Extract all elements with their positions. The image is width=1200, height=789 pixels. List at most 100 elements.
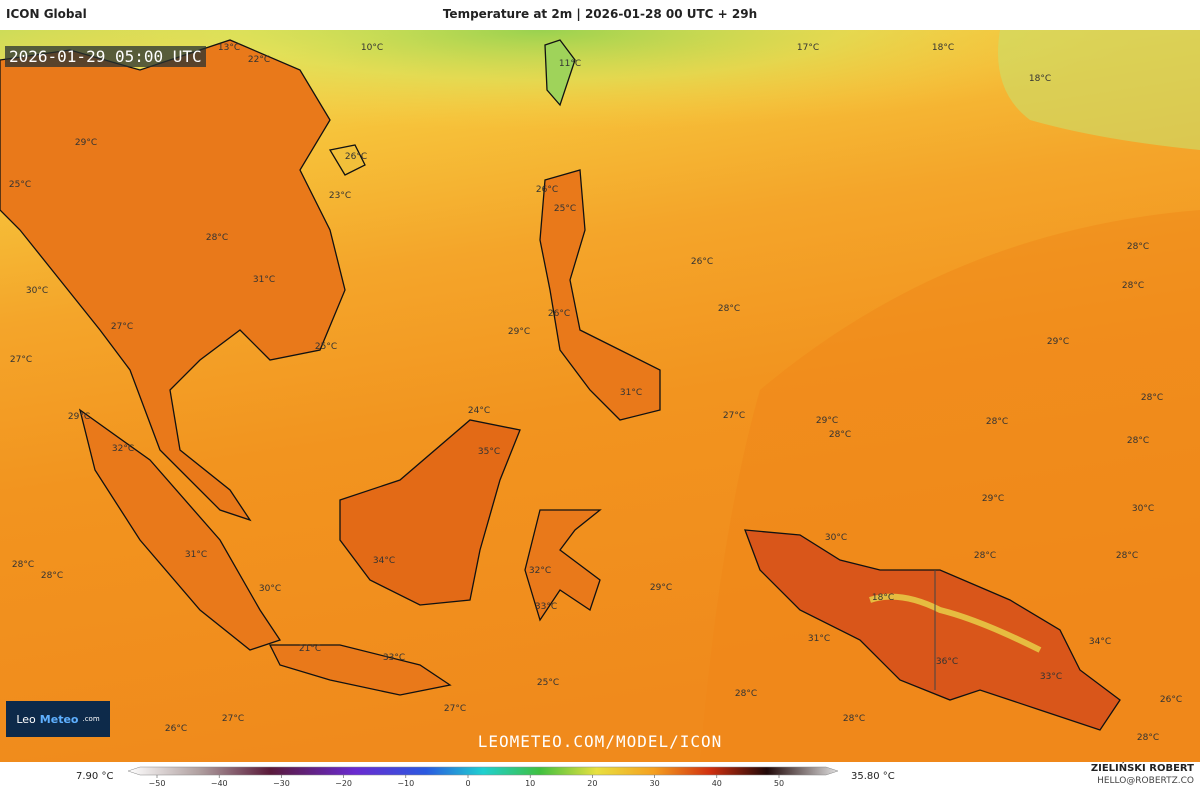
colorbar-ramp <box>127 766 839 776</box>
temp-label: 23°C <box>329 191 351 201</box>
temp-label: 30°C <box>1132 504 1154 514</box>
colorbar-ticks: −50 −40 −30 −20 −10 0 10 20 30 40 50 <box>149 775 784 788</box>
temp-label: 28°C <box>986 417 1008 427</box>
temp-label: 30°C <box>259 584 281 594</box>
temp-label: 26°C <box>536 185 558 195</box>
temp-label: 29°C <box>1047 337 1069 347</box>
temp-label: 24°C <box>468 406 490 416</box>
temp-label: 22°C <box>248 55 270 65</box>
temp-label: 30°C <box>825 533 847 543</box>
temp-label: 28°C <box>829 430 851 440</box>
temp-label: 29°C <box>982 494 1004 504</box>
colorbar: −50 −40 −30 −20 −10 0 10 20 30 40 50 <box>127 766 839 788</box>
temp-label: 13°C <box>218 43 240 53</box>
map-title: Temperature at 2m | 2026-01-28 00 UTC + … <box>442 7 758 21</box>
colorbar-tick-label: 0 <box>465 779 470 788</box>
warm-zone <box>700 210 1200 762</box>
temp-label: 18°C <box>932 43 954 53</box>
taiwan <box>544 39 576 107</box>
land <box>0 39 1121 731</box>
new-guinea <box>744 529 1121 731</box>
mainland <box>0 39 346 522</box>
temp-label: 33°C <box>1040 672 1062 682</box>
temp-label: 26°C <box>165 724 187 734</box>
colorbar-tick-label: −50 <box>149 779 166 788</box>
timestamp: 2026-01-29 05:00 UTC <box>5 46 206 67</box>
temp-label: 28°C <box>735 689 757 699</box>
temp-label: 28°C <box>718 304 740 314</box>
temp-label: 26°C <box>1160 695 1182 705</box>
temp-label: 28°C <box>974 551 996 561</box>
temp-label: 28°C <box>1122 281 1144 291</box>
temp-label: 29°C <box>650 583 672 593</box>
temp-label: 34°C <box>373 556 395 566</box>
sulawesi <box>524 509 602 622</box>
temp-label: 10°C <box>361 43 383 53</box>
model-name: ICON Global <box>6 7 87 21</box>
colorbar-tick-label: 10 <box>525 779 535 788</box>
java <box>268 644 452 696</box>
temp-label: 28°C <box>12 560 34 570</box>
temp-label: 11°C <box>559 59 581 69</box>
temp-label: 31°C <box>253 275 275 285</box>
temp-label: 28°C <box>206 233 228 243</box>
temp-label: 27°C <box>111 322 133 332</box>
colorbar-tick-label: −20 <box>335 779 352 788</box>
legend-min: 7.90 °C <box>76 771 114 782</box>
temp-label: 35°C <box>478 447 500 457</box>
temp-label: 25°C <box>9 180 31 190</box>
borneo <box>339 419 521 606</box>
temp-label: 28°C <box>843 714 865 724</box>
author-name: ZIELIŃSKI ROBERT <box>1090 763 1194 774</box>
temp-label: 18°C <box>1029 74 1051 84</box>
temp-label: 27°C <box>444 704 466 714</box>
temp-label: 26°C <box>548 309 570 319</box>
highlands <box>869 593 1042 653</box>
temp-label: 31°C <box>620 388 642 398</box>
temp-label: 18°C <box>872 593 894 603</box>
sumatra <box>78 408 282 651</box>
logo-suffix: .com <box>82 715 100 723</box>
colorbar-tick-label: 40 <box>712 779 722 788</box>
temp-label: 17°C <box>797 43 819 53</box>
temp-label: 26°C <box>691 257 713 267</box>
temp-label: 29°C <box>816 416 838 426</box>
hainan <box>328 144 366 176</box>
temp-label: 33°C <box>383 653 405 663</box>
temp-label: 29°C <box>508 327 530 337</box>
temp-label: 34°C <box>1089 637 1111 647</box>
legend-max: 35.80 °C <box>851 771 895 782</box>
footer <box>0 762 1200 789</box>
colorbar-tick-label: −40 <box>211 779 228 788</box>
temp-label: 28°C <box>1141 393 1163 403</box>
cool-zone <box>998 30 1200 150</box>
logo-brand: Leo <box>16 712 36 726</box>
logo-brand-bold: Meteo <box>39 712 79 726</box>
philippines <box>539 169 661 421</box>
temp-label: 27°C <box>723 411 745 421</box>
temp-label: 28°C <box>1137 733 1159 743</box>
temp-label: 25°C <box>554 204 576 214</box>
watermark: LEOMETEO.COM/MODEL/ICON <box>477 732 723 751</box>
temp-label: 29°C <box>75 138 97 148</box>
temp-label: 26°C <box>345 152 367 162</box>
logo: Leo Meteo .com <box>6 701 110 737</box>
label-layer: 13°C 10°C 22°C 11°C 17°C 18°C 18°C 26°C 29°C 25°C… <box>9 43 1182 743</box>
colorbar-tick-label: −10 <box>397 779 414 788</box>
temp-label: 28°C <box>1127 242 1149 252</box>
author-email: HELLO@ROBERTZ.CO <box>1097 776 1194 786</box>
temp-label: 27°C <box>10 355 32 365</box>
temp-label: 25°C <box>315 342 337 352</box>
temp-label: 31°C <box>185 550 207 560</box>
temp-label: 30°C <box>26 286 48 296</box>
colorbar-tick-label: 50 <box>774 779 784 788</box>
map: 13°C 10°C 22°C 11°C 17°C 18°C 18°C 26°C 29°C 25°C… <box>0 30 1200 762</box>
temp-label: 29°C <box>68 412 90 422</box>
colorbar-tick-label: 20 <box>587 779 597 788</box>
temp-label: 27°C <box>222 714 244 724</box>
temp-label: 28°C <box>41 571 63 581</box>
header: ICON Global Temperature at 2m | 2026-01-… <box>0 0 1200 30</box>
colorbar-tick-label: 30 <box>650 779 660 788</box>
temp-label: 32°C <box>529 566 551 576</box>
temp-label: 36°C <box>936 657 958 667</box>
